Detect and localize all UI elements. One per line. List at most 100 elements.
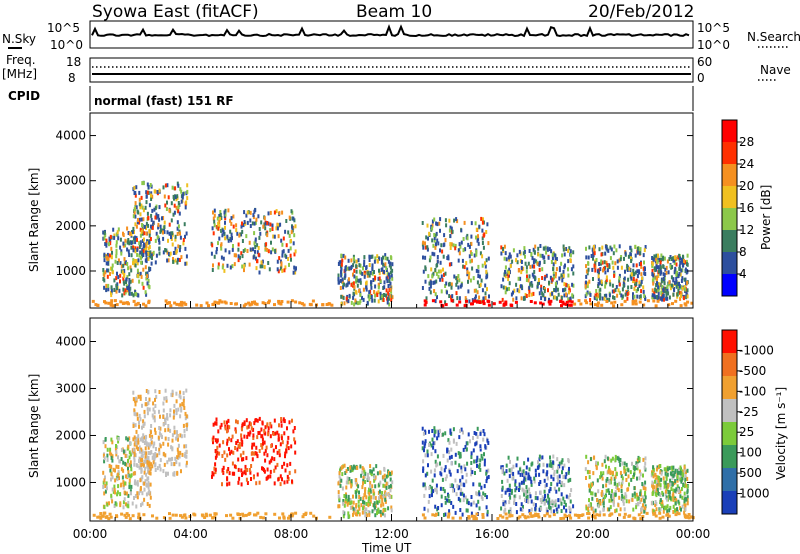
range-cell	[651, 293, 654, 298]
range-cell	[275, 445, 277, 450]
range-cell	[443, 468, 446, 473]
range-cell	[276, 462, 279, 467]
range-cell	[591, 267, 594, 272]
range-cell	[127, 466, 129, 471]
range-cell	[123, 513, 127, 517]
range-cell	[623, 299, 627, 303]
range-cell	[151, 208, 154, 213]
range-cell	[115, 276, 118, 281]
range-cell	[134, 402, 137, 407]
range-cell	[205, 301, 209, 305]
range-cell	[215, 250, 218, 255]
range-cell	[504, 285, 507, 290]
range-cell	[432, 445, 435, 450]
range-cell	[284, 229, 287, 234]
range-cell	[426, 471, 429, 476]
range-cell	[249, 247, 252, 252]
range-cell	[627, 468, 630, 473]
range-cell	[105, 238, 108, 243]
range-cell	[562, 270, 565, 274]
range-cell	[231, 516, 235, 520]
range-cell	[480, 216, 483, 221]
range-cell	[353, 285, 356, 290]
range-cell	[385, 288, 388, 293]
range-cell	[434, 429, 437, 434]
range-cell	[458, 242, 461, 247]
range-cell	[431, 299, 435, 303]
range-cell	[478, 506, 481, 511]
range-cell	[678, 290, 681, 295]
range-cell	[158, 251, 161, 256]
range-cell	[374, 513, 377, 518]
range-cell	[657, 291, 660, 296]
range-cell	[169, 428, 172, 433]
range-cell	[110, 285, 113, 290]
range-cell	[219, 210, 222, 214]
range-cell	[227, 467, 230, 471]
range-cell	[178, 454, 181, 459]
nsky-label: N.Sky	[2, 32, 36, 46]
range-cell	[652, 474, 655, 479]
range-cell	[104, 484, 107, 488]
range-cell	[466, 508, 469, 513]
range-cell	[561, 458, 564, 463]
range-cell	[280, 238, 283, 243]
range-cell	[151, 255, 153, 260]
range-cell	[508, 509, 511, 514]
range-cell	[173, 403, 176, 408]
range-cell	[174, 237, 177, 242]
range-cell	[668, 466, 671, 471]
range-cell	[145, 231, 148, 236]
range-cell	[250, 426, 253, 431]
range-cell	[672, 465, 675, 470]
range-cell	[594, 293, 597, 298]
range-cell	[538, 482, 541, 486]
range-cell	[241, 422, 244, 427]
range-cell	[679, 494, 682, 499]
range-cell	[160, 228, 162, 233]
range-cell	[529, 281, 532, 286]
range-cell	[267, 301, 270, 305]
range-cell	[241, 254, 244, 259]
range-cell	[119, 279, 121, 284]
range-cell	[607, 469, 610, 474]
range-cell	[243, 268, 245, 273]
range-cell	[569, 296, 572, 301]
range-cell	[423, 448, 425, 453]
range-cell	[564, 515, 568, 518]
range-cell	[249, 224, 252, 228]
range-cell	[543, 478, 546, 483]
range-cell	[636, 269, 639, 274]
range-cell	[223, 420, 226, 425]
range-cell	[140, 195, 143, 200]
range-cell	[602, 492, 604, 497]
range-cell	[669, 482, 672, 487]
range-cell	[470, 241, 473, 246]
range-cell	[447, 256, 450, 261]
range-cell	[523, 246, 526, 251]
range-cell	[453, 218, 456, 223]
range-cell	[343, 282, 345, 287]
range-cell	[144, 446, 147, 451]
range-cell	[504, 251, 507, 256]
range-cell	[539, 490, 542, 495]
range-cell	[224, 457, 227, 462]
range-cell	[177, 201, 180, 205]
range-cell	[482, 296, 485, 301]
range-cell	[560, 509, 563, 513]
range-cell	[143, 497, 146, 502]
range-cell	[380, 260, 383, 265]
range-cell	[544, 245, 547, 250]
range-cell	[543, 514, 547, 518]
range-cell	[126, 262, 129, 266]
range-cell	[543, 260, 546, 264]
range-cell	[233, 253, 236, 258]
range-cell	[174, 186, 177, 191]
range-cell	[286, 426, 288, 431]
range-cell	[661, 504, 664, 509]
colorbar-segment	[722, 330, 737, 353]
range-cell	[185, 449, 188, 454]
range-cell	[133, 191, 136, 195]
range-cell	[447, 438, 450, 443]
range-cell	[569, 249, 572, 254]
